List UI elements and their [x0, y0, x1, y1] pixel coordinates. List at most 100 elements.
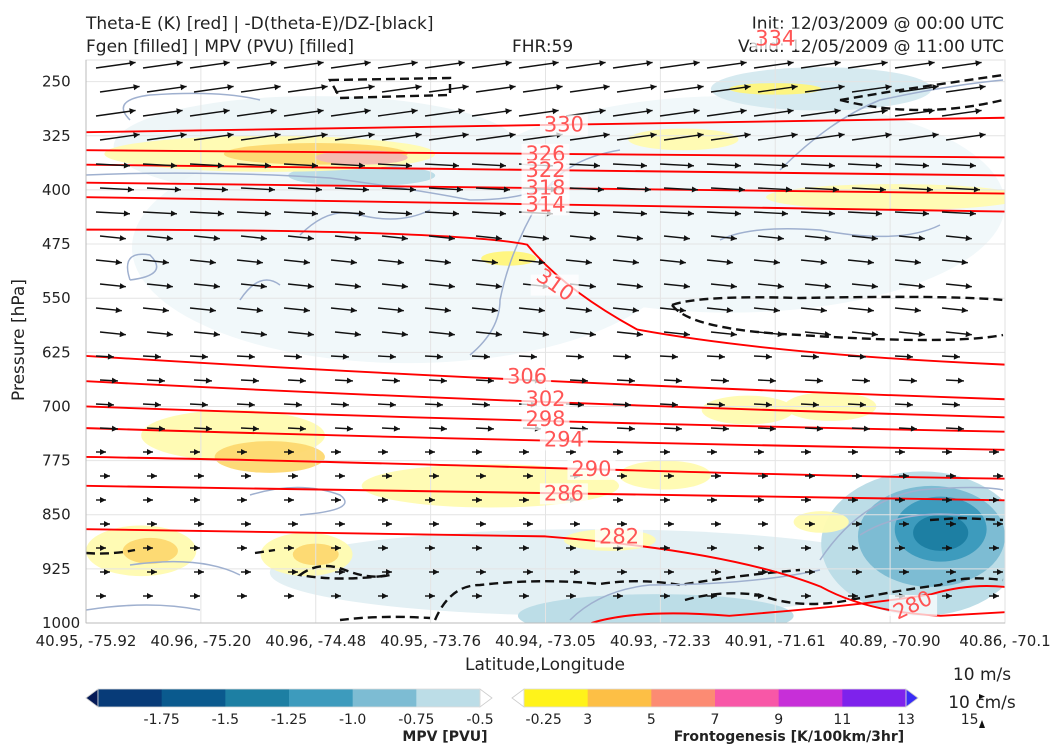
wind-vector-224 — [804, 331, 831, 338]
wind-vector-head — [668, 569, 674, 575]
wind-vector-head — [965, 283, 972, 290]
wind-vector-head — [538, 259, 545, 266]
colorbar-segment-1 — [524, 689, 589, 707]
wind-vector-63 — [381, 132, 422, 141]
wind-vector-head — [722, 425, 729, 432]
wind-vector-head — [241, 497, 247, 503]
wind-vector-head — [906, 401, 913, 408]
wind-vector-head — [260, 331, 267, 338]
theta-e-label-298: 298 — [525, 407, 565, 431]
wind-vector-shaft — [518, 109, 559, 117]
wind-vector-head — [646, 60, 653, 67]
wind-vector-head — [928, 60, 935, 67]
wind-vector-32 — [710, 84, 751, 93]
wind-vector-8 — [471, 60, 512, 69]
wind-vector-head — [640, 210, 647, 217]
wind-vector-head — [166, 235, 173, 242]
wind-vector-335 — [617, 473, 627, 479]
wind-vector-99 — [287, 186, 322, 193]
wind-vector-head — [593, 162, 600, 169]
wind-vector-4 — [283, 60, 324, 69]
wind-vector-212 — [240, 331, 267, 338]
wind-vector-head — [777, 235, 784, 242]
wind-vector-head — [527, 473, 533, 479]
wind-vector-101 — [381, 186, 416, 193]
wind-vector-head — [809, 521, 815, 527]
wind-vector-head — [859, 353, 866, 360]
wind-vector-head — [339, 473, 345, 479]
wind-vector-67 — [569, 132, 610, 141]
wind-vector-197 — [424, 307, 451, 314]
wind-vector-326 — [194, 473, 204, 479]
wind-vector-22 — [240, 84, 281, 93]
mpv-line-9 — [569, 569, 821, 621]
wind-vector-head — [621, 569, 627, 575]
wind-vector-head — [758, 497, 764, 503]
wind-vector-297 — [663, 425, 683, 432]
wind-vector-head — [859, 401, 866, 408]
wind-vector-head — [585, 259, 592, 266]
frontogenesis-colorbar: 3 5 7 9 11 13 15 — [511, 688, 979, 728]
wind-vector-head — [711, 593, 717, 599]
wind-vector-234 — [377, 353, 397, 360]
wind-vector-head — [679, 307, 686, 314]
wind-vector-95 — [99, 186, 134, 193]
wind-vector-282 — [847, 401, 867, 408]
wind-vector-372 — [476, 521, 486, 527]
wind-vector-head — [918, 235, 925, 242]
wind-vector-207 — [894, 307, 921, 314]
wind-vector-425 — [143, 593, 153, 599]
wind-vector-head — [863, 425, 870, 432]
wind-vector-head — [570, 593, 576, 599]
wind-vector-head — [491, 259, 498, 266]
colorbar-tick-0: 3 — [583, 712, 592, 728]
wind-vector-167 — [800, 259, 827, 266]
theta-e-label-bg-326 — [521, 143, 570, 165]
wind-vector-shaft — [522, 85, 563, 93]
wind-vector-head — [871, 235, 878, 242]
wind-vector-head — [722, 377, 729, 384]
wind-vector-161 — [518, 259, 545, 266]
wind-vector-314 — [566, 449, 576, 455]
wind-vector-shaft — [898, 133, 939, 141]
wind-vector-199 — [518, 307, 545, 314]
wind-vector-head — [268, 186, 275, 193]
wind-vector-17 — [894, 60, 935, 69]
wind-vector-278 — [659, 401, 679, 408]
wind-vector-103 — [475, 186, 510, 193]
wind-vector-64 — [428, 132, 469, 141]
wind-vector-head — [221, 186, 228, 193]
wind-vector-head — [429, 545, 435, 551]
wind-vector-head — [718, 401, 725, 408]
wind-vector-222 — [710, 331, 737, 338]
wind-vector-head — [270, 108, 277, 115]
wind-vector-405 — [147, 569, 157, 575]
x-tick-label-7: 40.89, -70.90 — [840, 632, 941, 650]
wind-vector-head — [476, 545, 482, 551]
wind-vector-head — [264, 210, 271, 217]
wind-vector-403 — [989, 545, 999, 551]
wind-vector-114 — [95, 210, 130, 217]
colorbar-tick-4: 11 — [833, 712, 851, 728]
wind-vector-head — [632, 307, 639, 314]
wind-vector-head — [574, 569, 580, 575]
colorbar-segment-6 — [842, 689, 907, 707]
wind-vector-head — [176, 60, 183, 67]
wind-vector-head — [433, 521, 439, 527]
wind-vector-374 — [570, 521, 580, 527]
wind-vector-143 — [569, 235, 596, 242]
wind-vector-38 — [95, 108, 136, 117]
wind-vector-168 — [847, 259, 874, 266]
wind-vector-head — [828, 210, 835, 217]
wind-vector-381 — [899, 521, 909, 527]
wind-vector-205 — [800, 307, 827, 314]
wind-vector-head — [973, 186, 980, 193]
wind-vector-head — [852, 449, 858, 455]
wind-vector-head — [107, 401, 114, 408]
wind-vector-301 — [851, 425, 871, 432]
wind-vector-head — [671, 353, 678, 360]
wind-vector-102 — [428, 186, 463, 193]
wind-vector-367 — [241, 521, 251, 527]
wind-vector-head — [495, 283, 502, 290]
theta-e-contour-294 — [86, 427, 1005, 451]
